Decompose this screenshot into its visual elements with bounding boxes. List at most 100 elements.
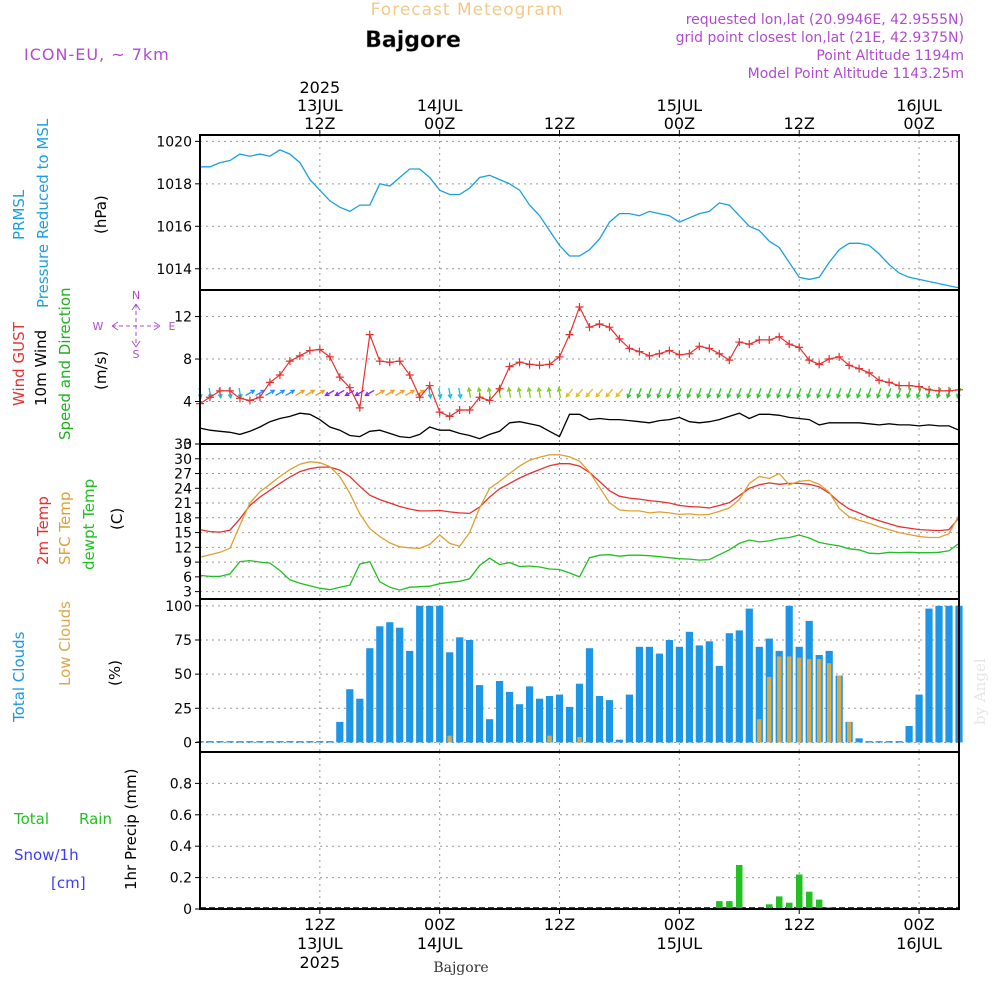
- wind-direction-arrow: [516, 386, 522, 398]
- wind-direction-arrow: [466, 386, 472, 398]
- y-tick-label: 12: [174, 310, 192, 326]
- arrow-shaft: [856, 387, 862, 398]
- text-layer: Forecast Meteogram Bajgore ICON-EU, ~ 7k…: [10, 0, 989, 976]
- arrow-head: [776, 393, 781, 399]
- wind-direction-arrow: [415, 389, 426, 396]
- arrow-shaft: [726, 387, 732, 398]
- arrow-shaft: [315, 389, 325, 396]
- wind-gust-point: [235, 394, 244, 403]
- arrow-head: [476, 386, 482, 393]
- bottom-time-label: 2025: [299, 953, 340, 972]
- wind-direction-arrow: [536, 386, 542, 398]
- total-clouds-bar: [625, 694, 633, 743]
- total-clouds-bar: [516, 704, 524, 743]
- arrow-head: [876, 393, 881, 399]
- arrow-head: [565, 392, 571, 398]
- total-clouds-bar: [436, 605, 444, 743]
- arrow-shaft: [816, 387, 822, 398]
- top-time-label: 15JUL: [657, 96, 703, 115]
- total-clouds-bar: [605, 700, 614, 743]
- wind-direction-arrow: [605, 388, 614, 398]
- rain-bar: [786, 902, 793, 909]
- wind-gust-point: [755, 335, 764, 344]
- arrow-head: [354, 391, 360, 397]
- arrow-head: [320, 389, 326, 395]
- total-clouds-bar: [536, 698, 544, 743]
- wind-gust-point: [265, 378, 274, 387]
- wind-gust-point: [225, 386, 234, 395]
- wind-gust-point: [335, 373, 344, 382]
- wind-direction-arrow: [457, 387, 463, 400]
- arrow-shaft: [295, 389, 305, 396]
- top-time-label: 13JUL: [297, 96, 343, 115]
- wind-direction-arrow: [626, 387, 632, 399]
- y-tick-label: 0: [183, 735, 192, 751]
- total-clouds-bar: [376, 626, 384, 743]
- wind-gust-point: [905, 381, 914, 390]
- y-tick-label: 0.8: [170, 776, 192, 792]
- grid-layer: [200, 135, 959, 910]
- total-clouds-bar: [885, 741, 893, 743]
- wind-direction-arrow: [556, 386, 562, 398]
- arrow-head: [646, 393, 652, 399]
- wind-gust-point: [295, 351, 304, 360]
- wind-gust-point: [785, 340, 794, 349]
- compass-n: N: [132, 289, 140, 302]
- y-tick-label: 4: [183, 395, 192, 411]
- y-tick-label: 1016: [156, 219, 192, 235]
- wind-gust-point: [405, 370, 414, 379]
- arrow-head: [926, 393, 931, 399]
- wind-direction-arrow: [716, 387, 722, 399]
- low-clouds-bar: [547, 735, 552, 743]
- arrow-shaft: [707, 387, 712, 398]
- arrow-head: [419, 389, 426, 395]
- arrow-shaft: [365, 389, 375, 396]
- arrow-shaft: [677, 387, 682, 398]
- point-altitude: Point Altitude 1194m: [816, 48, 964, 64]
- wind-direction-arrow: [736, 387, 742, 399]
- total-clouds-bar: [246, 741, 254, 743]
- total-clouds-bar: [296, 741, 304, 743]
- arrow-head: [946, 393, 951, 399]
- wind-gust-point: [475, 393, 484, 402]
- arrow-shaft: [415, 389, 425, 396]
- wind-direction-arrow: [437, 387, 443, 400]
- wind-gust-point: [915, 382, 924, 391]
- wind-gust-point: [825, 355, 834, 364]
- wind-direction-arrow: [786, 387, 792, 399]
- total-clouds-bar: [945, 605, 953, 743]
- arrow-shaft: [538, 387, 542, 398]
- bottom-location-label: Bajgore: [433, 960, 488, 976]
- total-clouds-label: Total Clouds: [10, 631, 28, 723]
- wind-gust-point: [395, 357, 404, 366]
- low-clouds-bar: [807, 659, 812, 743]
- wind-gust-point: [425, 381, 434, 390]
- arrow-shaft: [766, 387, 772, 398]
- arrow-shaft: [575, 388, 584, 398]
- arrow-head: [250, 389, 256, 395]
- wind-direction-arrow: [615, 388, 624, 398]
- wind-direction-arrow: [656, 387, 662, 399]
- arrow-head: [896, 393, 901, 399]
- arrow-shaft: [886, 387, 892, 398]
- total-clouds-bar: [336, 721, 344, 743]
- arrow-head: [656, 393, 662, 399]
- wind-gust-label: Wind GUST: [10, 321, 28, 406]
- arrow-shaft: [756, 387, 762, 398]
- total-clouds-bar: [356, 698, 364, 743]
- wind-direction-arrow: [405, 389, 416, 396]
- arrow-shaft: [508, 387, 512, 398]
- panel-frame: [199, 134, 960, 291]
- arrow-shaft: [285, 389, 295, 396]
- arrow-head: [556, 386, 562, 393]
- y-tick-label: 1018: [156, 177, 192, 193]
- arrow-head: [526, 386, 532, 393]
- wind-gust-point: [845, 361, 854, 370]
- temp-sfc-label: SFC Temp: [56, 492, 74, 565]
- wind-gust-point: [435, 408, 444, 417]
- wind-gust-point: [575, 302, 584, 311]
- model-label: ICON-EU, ~ 7km: [24, 45, 170, 64]
- arrow-head: [936, 393, 941, 399]
- wind-gust-point: [615, 334, 624, 343]
- wind-direction-arrow: [826, 387, 832, 399]
